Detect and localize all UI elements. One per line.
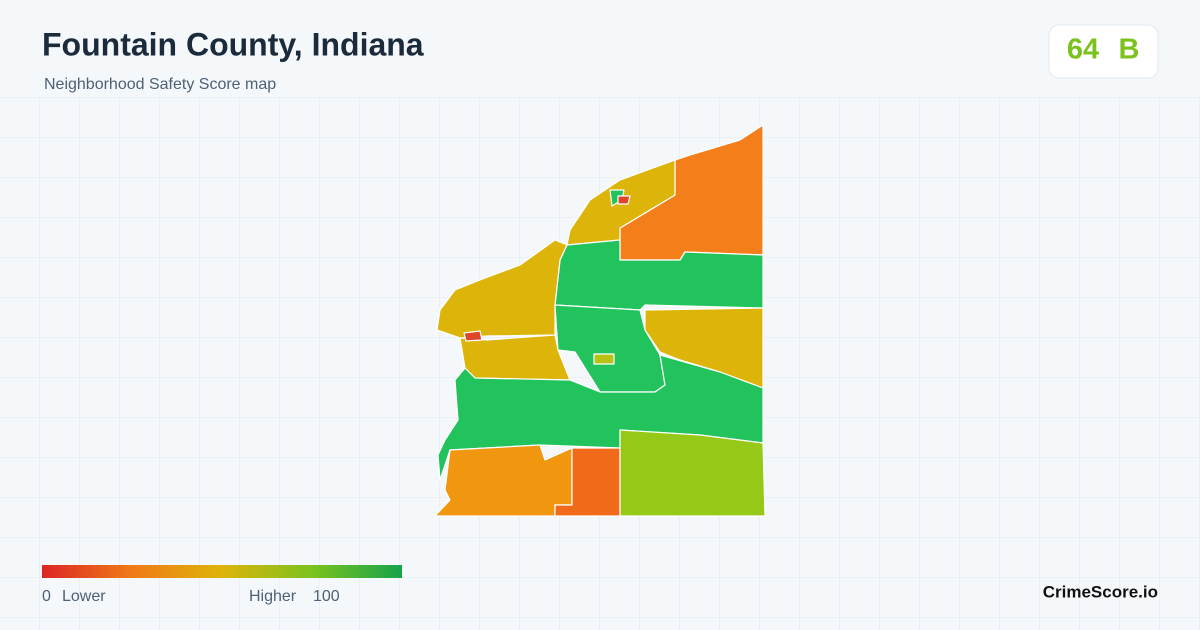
score-value: 64: [1067, 34, 1099, 66]
title: Fountain County, Indiana: [42, 26, 424, 62]
legend-min-label: Lower: [62, 588, 106, 605]
county-map: [434, 124, 766, 517]
legend-max-label: Higher: [249, 588, 297, 605]
subtitle: Neighborhood Safety Score map: [44, 76, 276, 93]
legend-bar: [42, 565, 402, 578]
legend-min: 0: [42, 588, 51, 605]
legend-max: 100: [313, 588, 340, 605]
score-grade: B: [1119, 34, 1140, 66]
map-region: [463, 330, 483, 342]
score-badge: [1048, 24, 1159, 79]
map-region: [593, 353, 615, 365]
brand: CrimeScore.io: [1043, 582, 1158, 601]
map-region: [459, 334, 571, 381]
map-region: [619, 429, 766, 517]
map-region: [617, 195, 631, 205]
